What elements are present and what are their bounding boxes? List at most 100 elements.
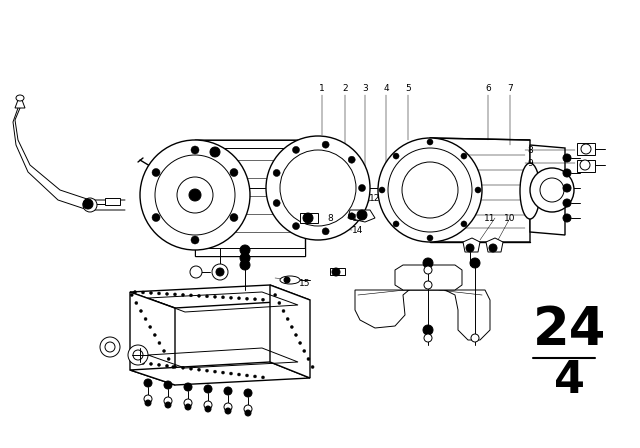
Text: 24: 24 [533,304,607,356]
Text: 8: 8 [327,214,333,223]
Circle shape [133,350,143,360]
Circle shape [299,341,301,345]
Circle shape [212,264,228,280]
Circle shape [158,341,161,345]
Circle shape [466,244,474,252]
Circle shape [157,292,161,295]
Circle shape [307,358,310,361]
Polygon shape [395,265,462,290]
Circle shape [150,362,152,366]
Circle shape [461,221,467,227]
Polygon shape [300,213,318,223]
Circle shape [282,310,285,313]
Bar [186,183,218,191]
Bar [310,175,365,201]
Polygon shape [330,268,345,275]
Circle shape [294,333,298,336]
Circle shape [148,326,152,328]
Circle shape [204,385,212,393]
Circle shape [322,228,329,235]
Polygon shape [195,248,305,256]
Circle shape [144,395,152,403]
Circle shape [210,147,220,157]
Circle shape [357,210,367,220]
Circle shape [83,198,97,212]
Bar [195,140,305,256]
Circle shape [204,401,212,409]
Circle shape [303,349,306,353]
Circle shape [154,333,156,336]
Circle shape [530,168,574,212]
Polygon shape [195,140,305,148]
Circle shape [461,153,467,159]
Circle shape [141,291,145,294]
Circle shape [348,156,355,163]
Circle shape [128,345,148,365]
Circle shape [184,399,192,407]
Circle shape [348,213,355,220]
Circle shape [164,397,172,405]
Polygon shape [577,160,595,172]
Circle shape [424,334,432,342]
Text: 8: 8 [527,146,533,155]
Circle shape [205,295,209,298]
Circle shape [563,214,571,222]
Polygon shape [318,220,346,234]
Circle shape [311,366,314,369]
Circle shape [191,146,199,154]
Circle shape [253,375,257,378]
Circle shape [284,277,290,283]
Circle shape [246,297,248,300]
Circle shape [145,400,151,406]
Ellipse shape [296,169,314,227]
Circle shape [230,296,232,299]
Circle shape [150,292,152,294]
Circle shape [100,337,120,357]
Circle shape [489,244,497,252]
Circle shape [152,214,160,221]
Circle shape [230,372,232,375]
Polygon shape [430,138,530,242]
Circle shape [423,258,433,268]
Circle shape [182,366,184,369]
Circle shape [184,383,192,391]
Circle shape [152,168,160,177]
Circle shape [205,369,209,372]
Circle shape [427,235,433,241]
Circle shape [291,326,293,328]
Text: 14: 14 [352,225,364,234]
Circle shape [470,258,480,268]
Circle shape [205,406,211,412]
Circle shape [240,260,250,270]
Circle shape [173,365,177,368]
Circle shape [130,293,133,297]
Circle shape [273,199,280,207]
Circle shape [216,268,224,276]
Circle shape [581,144,591,154]
Polygon shape [463,238,480,252]
Text: 5: 5 [405,83,411,92]
Polygon shape [577,143,595,155]
Circle shape [563,169,571,177]
Text: 13: 13 [352,214,364,223]
Circle shape [286,318,289,320]
Circle shape [230,214,238,221]
Text: 11: 11 [484,214,496,223]
Circle shape [423,325,433,335]
Circle shape [322,141,329,148]
Text: 4: 4 [554,358,586,401]
Circle shape [165,402,171,408]
Ellipse shape [280,276,300,284]
Circle shape [166,293,168,295]
Circle shape [563,184,571,192]
Ellipse shape [520,163,540,219]
Polygon shape [486,238,503,252]
Circle shape [471,334,479,342]
Circle shape [244,389,252,397]
Circle shape [83,199,93,209]
Circle shape [475,187,481,193]
Circle shape [303,213,313,223]
Polygon shape [355,285,490,340]
Circle shape [224,387,232,395]
Circle shape [273,169,280,177]
